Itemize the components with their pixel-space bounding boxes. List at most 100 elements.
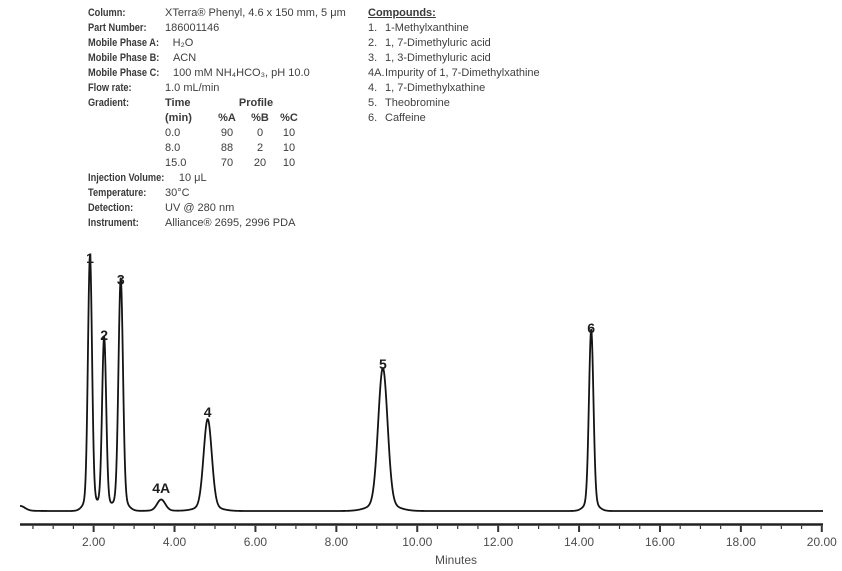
param-label: Mobile Phase A:	[88, 37, 160, 49]
param-label: Injection Volume:	[88, 172, 165, 184]
gradient-cell: 20	[253, 157, 267, 169]
param-label: Part Number:	[88, 22, 147, 34]
method-row-injection-volume: Injection Volume: 10 μL	[88, 171, 346, 186]
gradient-cell: 0.0	[165, 127, 181, 139]
compound-number: 2.	[368, 37, 378, 49]
compounds-heading: Compounds:	[368, 7, 436, 19]
gradient-data-row: 0.0 90 0 10	[165, 126, 303, 141]
gradient-pct-c-header: %C	[280, 112, 298, 124]
method-row-flow-rate: Flow rate: 1.0 mL/min	[88, 81, 346, 96]
x-tick-label: 20.00	[807, 535, 837, 549]
gradient-pct-b-header: %B	[251, 112, 269, 124]
param-value: Alliance® 2695, 2996 PDA	[165, 217, 296, 229]
chromatogram-area: 2.00 4.00 6.00 8.00 10.00 12.00 14.00 16.00 18.0…	[0, 240, 842, 571]
compound-item: 3. 1, 3-Dimethyluric acid	[368, 51, 540, 66]
param-label: Mobile Phase B:	[88, 52, 160, 64]
gradient-data-row: 15.0 70 20 10	[165, 156, 303, 171]
x-tick-label: 14.00	[564, 535, 594, 549]
param-label: Detection:	[88, 202, 134, 214]
param-value: 30°C	[165, 187, 190, 199]
gradient-table: Time Profile (min) %A %B %C 0.0 90 0 10 8.0 88 2 1…	[165, 96, 303, 171]
method-row-gradient: Gradient: Time Profile (min) %A %B %C 0.0 90 0…	[88, 96, 346, 171]
compound-number: 5.	[368, 97, 378, 109]
gradient-time-header: Time	[165, 97, 191, 109]
peak-label-2: 2	[100, 327, 108, 343]
method-row-temperature: Temperature: 30°C	[88, 186, 346, 201]
chromatogram-trace	[19, 254, 824, 512]
param-label: Mobile Phase C:	[88, 67, 160, 79]
param-value: ACN	[172, 52, 197, 64]
compound-item: 2. 1, 7-Dimethyluric acid	[368, 36, 540, 51]
compound-number: 1.	[368, 22, 378, 34]
peak-label-1: 1	[86, 250, 94, 266]
gradient-cell: 8.0	[165, 142, 181, 154]
x-axis-title: Minutes	[435, 553, 477, 567]
method-row-detection: Detection: UV @ 280 nm	[88, 201, 346, 216]
param-value: 186001146	[165, 22, 220, 34]
gradient-cell: 10	[282, 142, 296, 154]
compound-item: 1. 1-Methylxanthine	[368, 21, 540, 36]
compound-name: 1-Methylxanthine	[385, 22, 469, 34]
param-value: 10 μL	[178, 172, 207, 184]
method-parameters: Column: XTerra® Phenyl, 4.6 x 150 mm, 5 …	[88, 6, 346, 231]
compound-item: 5. Theobromine	[368, 96, 540, 111]
gradient-data-row: 8.0 88 2 10	[165, 141, 303, 156]
gradient-header-row-2: (min) %A %B %C	[165, 111, 303, 126]
compound-item: 4. 1, 7-Dimethylxathine	[368, 81, 540, 96]
peak-label-3: 3	[117, 272, 125, 288]
gradient-cell: 0	[256, 127, 264, 139]
param-value: H₂O	[172, 37, 194, 49]
param-label: Temperature:	[88, 187, 147, 199]
param-label: Gradient:	[88, 97, 130, 109]
peak-label-4: 4	[204, 404, 212, 420]
gradient-cell: 10	[282, 127, 296, 139]
x-tick-label: 2.00	[82, 535, 106, 549]
x-tick-label: 12.00	[483, 535, 513, 549]
x-tick-label: 10.00	[402, 535, 432, 549]
compound-number: 3.	[368, 52, 378, 64]
param-value: 1.0 mL/min	[165, 82, 220, 94]
compound-number: 4.	[368, 82, 378, 94]
gradient-cell: 2	[256, 142, 264, 154]
method-row-mobile-phase-c: Mobile Phase C: 100 mM NH₄HCO₃, pH 10.0	[88, 66, 346, 81]
gradient-min-header: (min)	[165, 112, 192, 124]
method-row-mobile-phase-b: Mobile Phase B: ACN	[88, 51, 346, 66]
param-label: Instrument:	[88, 217, 139, 229]
compound-item: 6. Caffeine	[368, 111, 540, 126]
gradient-cell: 10	[282, 157, 296, 169]
peak-label-4A: 4A	[152, 480, 170, 496]
x-tick-label: 4.00	[163, 535, 187, 549]
compound-name: 1, 7-Dimethylxathine	[385, 82, 486, 94]
param-value: 100 mM NH₄HCO₃, pH 10.0	[172, 67, 310, 79]
compound-number: 6.	[368, 112, 378, 124]
method-row-part-number: Part Number: 186001146	[88, 21, 346, 36]
x-tick-label: 18.00	[726, 535, 756, 549]
x-tick-label: 16.00	[645, 535, 675, 549]
param-value: UV @ 280 nm	[165, 202, 235, 214]
compound-name: 1, 7-Dimethyluric acid	[385, 37, 491, 49]
compound-name: Impurity of 1, 7-Dimethylxathine	[385, 67, 540, 79]
peak-label-6: 6	[587, 320, 595, 336]
compound-item: 4A. Impurity of 1, 7-Dimethylxathine	[368, 66, 540, 81]
param-label: Column:	[88, 7, 126, 19]
param-label: Flow rate:	[88, 82, 132, 94]
x-tick-label: 8.00	[325, 535, 349, 549]
gradient-profile-header: Profile	[238, 97, 274, 109]
compound-number: 4A.	[368, 67, 385, 79]
method-row-instrument: Instrument: Alliance® 2695, 2996 PDA	[88, 216, 346, 231]
method-row-column: Column: XTerra® Phenyl, 4.6 x 150 mm, 5 …	[88, 6, 346, 21]
gradient-cell: 88	[220, 142, 234, 154]
method-row-mobile-phase-a: Mobile Phase A: H₂O	[88, 36, 346, 51]
param-value: XTerra® Phenyl, 4.6 x 150 mm, 5 μm	[165, 7, 346, 19]
peak-label-5: 5	[379, 356, 387, 372]
gradient-pct-a-header: %A	[218, 112, 236, 124]
x-tick-label: 6.00	[244, 535, 268, 549]
compound-name: Theobromine	[385, 97, 450, 109]
gradient-cell: 70	[220, 157, 234, 169]
gradient-cell: 90	[220, 127, 234, 139]
gradient-cell: 15.0	[165, 157, 187, 169]
compounds-legend: Compounds: 1. 1-Methylxanthine 2. 1, 7-D…	[368, 6, 540, 126]
compound-name: 1, 3-Dimethyluric acid	[385, 52, 491, 64]
compound-name: Caffeine	[385, 112, 426, 124]
